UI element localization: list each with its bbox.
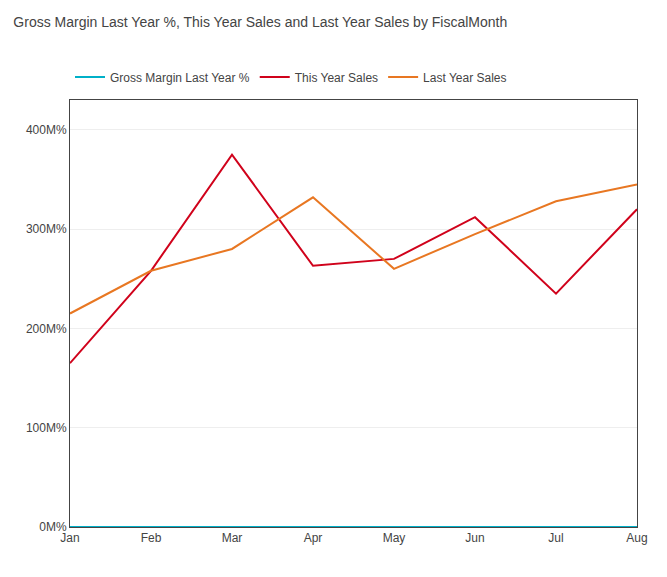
svg-text:Jul: Jul — [548, 531, 563, 545]
svg-text:Aug: Aug — [626, 531, 647, 545]
svg-text:Mar: Mar — [222, 531, 243, 545]
svg-text:This Year Sales: This Year Sales — [295, 71, 378, 85]
svg-text:200M%: 200M% — [26, 322, 67, 336]
svg-text:Jan: Jan — [60, 531, 79, 545]
svg-text:Jun: Jun — [465, 531, 484, 545]
svg-text:May: May — [383, 531, 406, 545]
svg-text:100M%: 100M% — [26, 421, 67, 435]
svg-text:Feb: Feb — [141, 531, 162, 545]
svg-text:Last Year Sales: Last Year Sales — [423, 71, 506, 85]
svg-text:Apr: Apr — [304, 531, 323, 545]
svg-text:0M%: 0M% — [39, 520, 67, 534]
svg-text:Gross Margin Last Year %, This: Gross Margin Last Year %, This Year Sale… — [13, 14, 507, 30]
svg-text:300M%: 300M% — [26, 222, 67, 236]
svg-text:400M%: 400M% — [26, 123, 67, 137]
svg-text:Gross Margin Last Year %: Gross Margin Last Year % — [110, 71, 250, 85]
